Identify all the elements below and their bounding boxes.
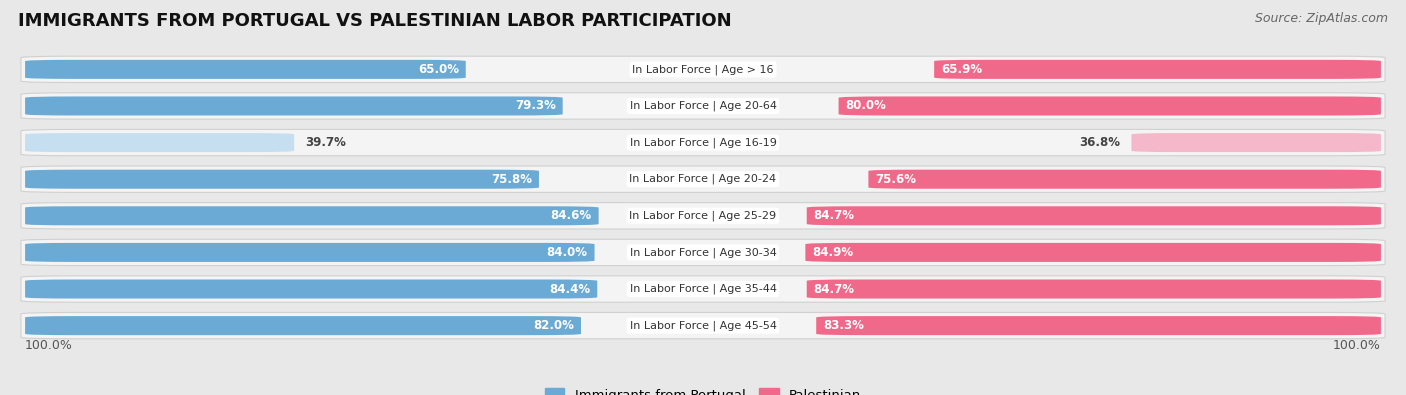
FancyBboxPatch shape	[25, 96, 562, 115]
Text: 100.0%: 100.0%	[25, 339, 73, 352]
FancyBboxPatch shape	[1132, 133, 1381, 152]
Text: In Labor Force | Age 30-34: In Labor Force | Age 30-34	[630, 247, 776, 258]
FancyBboxPatch shape	[25, 280, 598, 299]
FancyBboxPatch shape	[25, 243, 595, 262]
Text: IMMIGRANTS FROM PORTUGAL VS PALESTINIAN LABOR PARTICIPATION: IMMIGRANTS FROM PORTUGAL VS PALESTINIAN …	[18, 12, 733, 30]
FancyBboxPatch shape	[21, 130, 1385, 156]
Text: 82.0%: 82.0%	[533, 319, 574, 332]
Text: 84.7%: 84.7%	[814, 209, 855, 222]
Text: In Labor Force | Age 20-24: In Labor Force | Age 20-24	[630, 174, 776, 184]
Text: In Labor Force | Age 20-64: In Labor Force | Age 20-64	[630, 101, 776, 111]
FancyBboxPatch shape	[869, 170, 1381, 189]
FancyBboxPatch shape	[21, 56, 1385, 83]
Text: In Labor Force | Age 45-54: In Labor Force | Age 45-54	[630, 320, 776, 331]
FancyBboxPatch shape	[21, 239, 1385, 265]
Text: In Labor Force | Age 25-29: In Labor Force | Age 25-29	[630, 211, 776, 221]
FancyBboxPatch shape	[21, 203, 1385, 229]
Text: 65.9%: 65.9%	[941, 63, 983, 76]
Text: 84.9%: 84.9%	[813, 246, 853, 259]
Text: In Labor Force | Age 16-19: In Labor Force | Age 16-19	[630, 137, 776, 148]
Text: 36.8%: 36.8%	[1080, 136, 1121, 149]
Text: 100.0%: 100.0%	[1333, 339, 1381, 352]
FancyBboxPatch shape	[21, 276, 1385, 302]
FancyBboxPatch shape	[934, 60, 1381, 79]
Text: 80.0%: 80.0%	[845, 100, 886, 113]
Text: 83.3%: 83.3%	[823, 319, 863, 332]
FancyBboxPatch shape	[21, 166, 1385, 192]
FancyBboxPatch shape	[25, 206, 599, 225]
FancyBboxPatch shape	[21, 93, 1385, 119]
Text: 84.4%: 84.4%	[550, 282, 591, 295]
Text: 84.0%: 84.0%	[547, 246, 588, 259]
Text: Source: ZipAtlas.com: Source: ZipAtlas.com	[1254, 12, 1388, 25]
FancyBboxPatch shape	[807, 206, 1381, 225]
FancyBboxPatch shape	[838, 96, 1381, 115]
Text: 84.6%: 84.6%	[551, 209, 592, 222]
Text: 75.6%: 75.6%	[876, 173, 917, 186]
FancyBboxPatch shape	[806, 243, 1381, 262]
Text: 75.8%: 75.8%	[491, 173, 531, 186]
Text: 39.7%: 39.7%	[305, 136, 346, 149]
FancyBboxPatch shape	[25, 316, 581, 335]
Legend: Immigrants from Portugal, Palestinian: Immigrants from Portugal, Palestinian	[540, 383, 866, 395]
Text: 65.0%: 65.0%	[418, 63, 458, 76]
FancyBboxPatch shape	[25, 133, 294, 152]
FancyBboxPatch shape	[25, 170, 538, 189]
Text: 79.3%: 79.3%	[515, 100, 555, 113]
FancyBboxPatch shape	[817, 316, 1381, 335]
FancyBboxPatch shape	[21, 312, 1385, 339]
Text: In Labor Force | Age 35-44: In Labor Force | Age 35-44	[630, 284, 776, 294]
FancyBboxPatch shape	[25, 60, 465, 79]
Text: 84.7%: 84.7%	[814, 282, 855, 295]
Text: In Labor Force | Age > 16: In Labor Force | Age > 16	[633, 64, 773, 75]
FancyBboxPatch shape	[807, 280, 1381, 299]
